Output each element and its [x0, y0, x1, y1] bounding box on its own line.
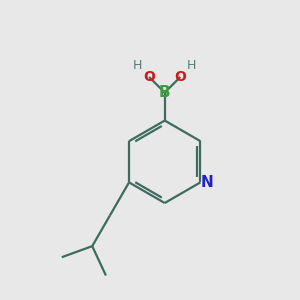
- Text: O: O: [174, 70, 186, 84]
- Text: H: H: [187, 59, 196, 72]
- Text: N: N: [200, 175, 213, 190]
- Text: H: H: [133, 59, 142, 72]
- Text: B: B: [159, 85, 170, 100]
- Text: O: O: [143, 70, 155, 84]
